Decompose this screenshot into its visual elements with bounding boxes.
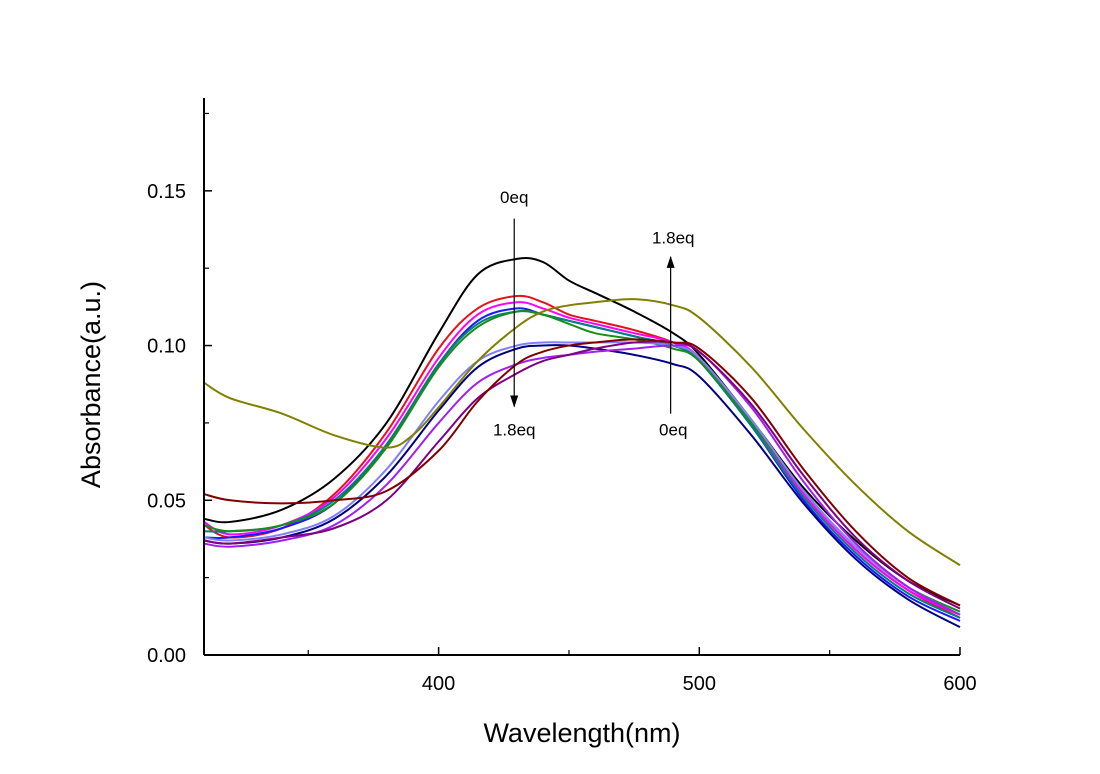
series-line-5 xyxy=(203,310,961,619)
series-line-8 xyxy=(203,344,961,629)
series-line-7 xyxy=(203,341,961,616)
annotation-label: 1.8eq xyxy=(493,420,536,439)
series-line-9 xyxy=(203,343,961,616)
annotation-label: 1.8eq xyxy=(652,228,695,247)
annotation-label: 0eq xyxy=(500,188,528,207)
y-axis-title: Absorbance(a.u.) xyxy=(76,281,106,488)
x-tick-label: 500 xyxy=(683,673,716,695)
axes-layer xyxy=(203,98,960,656)
y-tick-label: 0.15 xyxy=(147,181,186,203)
series-line-10 xyxy=(203,340,961,610)
annotations-layer: 0eq 1.8eq 1.8eq 0eq xyxy=(493,188,695,439)
arrow-head-1 xyxy=(510,395,519,408)
series-line-6 xyxy=(203,309,961,613)
y-tick-label: 0.00 xyxy=(147,645,186,667)
series-line-12 xyxy=(203,298,961,567)
y-tick-label: 0.05 xyxy=(147,490,186,512)
arrow-head-2 xyxy=(666,255,675,268)
series-line-3 xyxy=(203,301,961,616)
x-axis-title: Wavelength(nm) xyxy=(483,718,680,748)
series-line-1 xyxy=(203,257,961,607)
series-line-11 xyxy=(203,338,961,607)
y-tick-label: 0.10 xyxy=(147,336,186,358)
annotation-label: 0eq xyxy=(659,420,687,439)
series-line-4 xyxy=(203,307,961,622)
series-layer xyxy=(203,257,961,629)
x-tick-label: 600 xyxy=(943,673,976,695)
ticks-layer: 400 500 600 0.00 0.05 0.10 0.15 xyxy=(147,112,977,695)
x-tick-label: 400 xyxy=(422,673,455,695)
